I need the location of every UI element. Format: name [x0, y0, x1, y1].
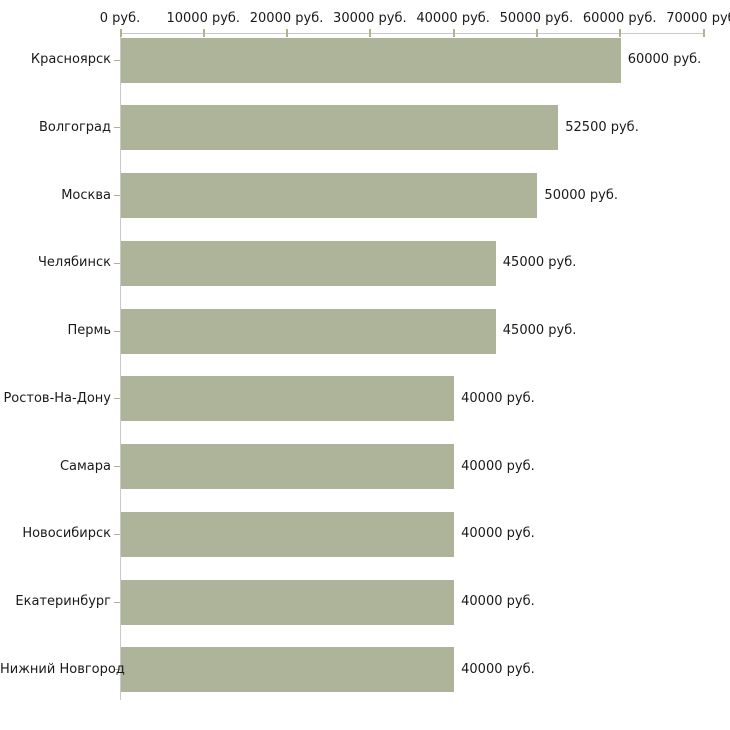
x-tick: [202, 29, 205, 37]
value-label: 40000 руб.: [461, 526, 535, 542]
x-tick-label: 0 руб.: [99, 11, 141, 26]
x-tick: [452, 29, 455, 37]
y-tick: [114, 195, 120, 196]
x-tick: [286, 29, 289, 37]
value-label: 60000 руб.: [627, 52, 702, 67]
category-label: Ростов-На-Дону: [3, 390, 111, 406]
value-label: 40000 руб.: [461, 661, 535, 677]
value-label: 40000 руб.: [461, 594, 535, 609]
bar: [121, 105, 559, 151]
value-label: 45000 руб.: [502, 323, 577, 338]
value-label: 50000 руб.: [544, 187, 619, 203]
y-tick: [114, 533, 120, 535]
category-label: Волгоград: [38, 119, 111, 135]
x-tick-label: 30000 руб.: [333, 11, 407, 26]
x-tick-label: 50000 руб.: [499, 11, 574, 26]
bar: [121, 173, 538, 218]
category-label: Красноярск: [30, 52, 111, 67]
x-tick: [702, 29, 705, 37]
y-tick: [114, 669, 120, 671]
y-tick: [114, 330, 120, 332]
bar: [121, 240, 496, 286]
y-tick: [114, 601, 120, 603]
y-tick: [114, 398, 120, 400]
y-tick: [114, 59, 120, 61]
x-tick: [369, 29, 372, 37]
category-label: Новосибирск: [22, 526, 111, 542]
bar: [121, 647, 455, 693]
category-label: Екатеринбург: [15, 594, 111, 609]
y-axis-line: [120, 33, 121, 700]
x-tick-label: 10000 руб.: [166, 11, 241, 26]
y-tick: [114, 262, 120, 264]
category-label: Пермь: [67, 323, 112, 338]
value-label: 40000 руб.: [461, 390, 535, 406]
value-label: 45000 руб.: [502, 255, 577, 271]
x-tick: [119, 29, 122, 37]
x-tick-label: 40000 руб.: [416, 11, 490, 26]
y-tick: [114, 466, 120, 467]
bar: [121, 444, 455, 489]
category-label: Нижний Новгород: [0, 661, 125, 677]
value-label: 52500 руб.: [565, 119, 639, 135]
category-label: Самара: [59, 458, 111, 474]
bar: [121, 376, 455, 422]
x-tick-label: 20000 руб.: [249, 11, 324, 26]
category-label: Челябинск: [37, 255, 111, 271]
x-tick-label: 60000 руб.: [582, 11, 657, 26]
bar: [121, 579, 455, 625]
bar: [121, 37, 621, 83]
category-label: Москва: [61, 187, 111, 203]
bar: [121, 308, 496, 354]
y-tick: [114, 127, 120, 129]
x-tick: [619, 29, 622, 37]
x-tick: [535, 29, 538, 37]
bar: [121, 511, 455, 557]
x-axis-line: [120, 33, 704, 34]
value-label: 40000 руб.: [461, 458, 535, 474]
x-tick-label: 70000 руб.: [666, 11, 730, 26]
